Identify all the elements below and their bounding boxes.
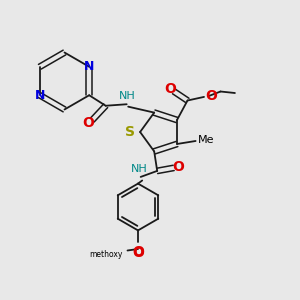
Text: O: O — [164, 82, 176, 96]
Text: O: O — [132, 245, 144, 260]
Text: O: O — [205, 89, 217, 103]
Text: Me: Me — [197, 135, 214, 145]
Text: NH: NH — [131, 164, 148, 174]
Text: methoxy: methoxy — [90, 250, 123, 259]
Text: N: N — [34, 89, 45, 102]
Text: S: S — [125, 125, 135, 139]
Text: O: O — [172, 160, 184, 174]
Text: O: O — [132, 246, 144, 260]
Text: NH: NH — [119, 91, 136, 101]
Text: N: N — [84, 60, 94, 73]
Text: O: O — [82, 116, 94, 130]
